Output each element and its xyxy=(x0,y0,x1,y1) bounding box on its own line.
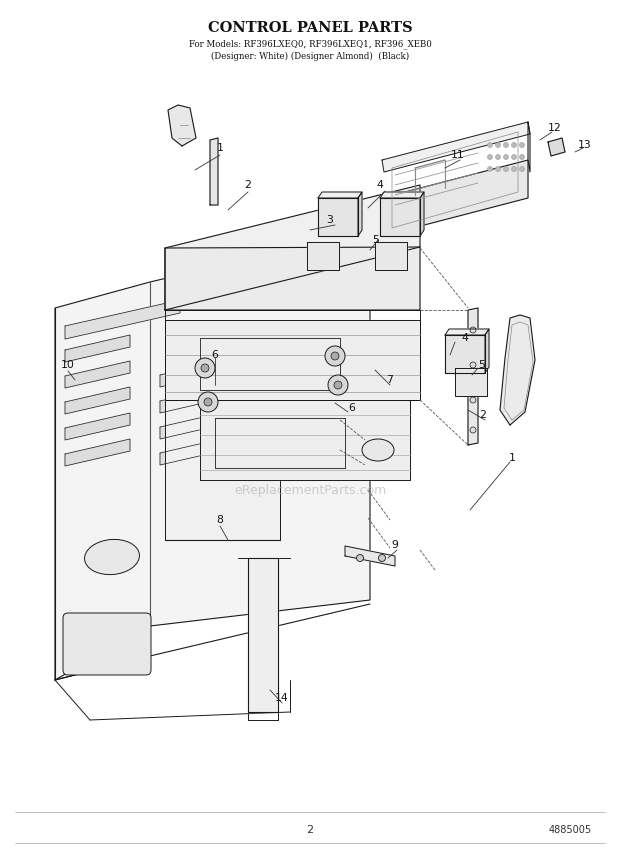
Text: eReplacementParts.com: eReplacementParts.com xyxy=(234,484,386,496)
Circle shape xyxy=(520,142,525,147)
Polygon shape xyxy=(65,387,130,414)
Polygon shape xyxy=(210,138,218,205)
Circle shape xyxy=(356,555,363,562)
Text: 13: 13 xyxy=(578,140,592,150)
Text: 2: 2 xyxy=(306,825,314,835)
Text: CONTROL PANEL PARTS: CONTROL PANEL PARTS xyxy=(208,21,412,35)
Polygon shape xyxy=(528,122,530,172)
Circle shape xyxy=(334,381,342,389)
Text: 5: 5 xyxy=(373,235,379,245)
Circle shape xyxy=(470,427,476,433)
Polygon shape xyxy=(65,413,130,440)
Polygon shape xyxy=(65,335,130,362)
Polygon shape xyxy=(160,352,260,387)
Circle shape xyxy=(325,346,345,366)
Circle shape xyxy=(495,142,500,147)
Polygon shape xyxy=(445,329,489,335)
Polygon shape xyxy=(160,378,260,413)
Polygon shape xyxy=(382,160,528,236)
Polygon shape xyxy=(382,122,530,172)
Circle shape xyxy=(201,364,209,372)
Circle shape xyxy=(520,167,525,171)
Circle shape xyxy=(503,142,508,147)
Polygon shape xyxy=(345,546,395,566)
Polygon shape xyxy=(318,192,362,198)
Polygon shape xyxy=(65,439,130,466)
Circle shape xyxy=(470,362,476,368)
Polygon shape xyxy=(165,247,420,310)
Text: 2: 2 xyxy=(244,180,252,190)
Polygon shape xyxy=(165,320,420,400)
Text: 6: 6 xyxy=(211,350,218,360)
Polygon shape xyxy=(165,185,420,310)
Circle shape xyxy=(470,327,476,333)
Text: 7: 7 xyxy=(386,375,394,385)
Polygon shape xyxy=(420,192,424,236)
Polygon shape xyxy=(160,404,260,439)
Circle shape xyxy=(195,358,215,378)
Polygon shape xyxy=(455,368,487,396)
Circle shape xyxy=(470,397,476,403)
Circle shape xyxy=(487,154,492,159)
Text: 2: 2 xyxy=(479,410,487,420)
Polygon shape xyxy=(307,242,339,270)
Polygon shape xyxy=(548,138,565,156)
Text: 6: 6 xyxy=(348,403,355,413)
Text: 5: 5 xyxy=(479,360,485,370)
Text: 11: 11 xyxy=(451,150,465,160)
Text: 8: 8 xyxy=(216,515,223,525)
Circle shape xyxy=(328,375,348,395)
Polygon shape xyxy=(358,192,362,236)
Circle shape xyxy=(198,392,218,412)
Circle shape xyxy=(503,154,508,159)
Circle shape xyxy=(487,142,492,147)
Text: 1: 1 xyxy=(216,143,223,153)
Polygon shape xyxy=(468,308,478,445)
Polygon shape xyxy=(65,300,180,339)
Polygon shape xyxy=(500,315,535,425)
FancyBboxPatch shape xyxy=(63,613,151,675)
Polygon shape xyxy=(375,242,407,270)
Polygon shape xyxy=(380,192,424,198)
Polygon shape xyxy=(165,400,280,540)
Circle shape xyxy=(495,154,500,159)
Polygon shape xyxy=(55,230,370,680)
Circle shape xyxy=(520,154,525,159)
Text: 9: 9 xyxy=(392,540,399,550)
Text: 14: 14 xyxy=(275,693,289,703)
Text: 4885005: 4885005 xyxy=(549,825,591,835)
Circle shape xyxy=(204,398,212,406)
Ellipse shape xyxy=(362,439,394,461)
Circle shape xyxy=(331,352,339,360)
Polygon shape xyxy=(160,430,260,465)
Polygon shape xyxy=(318,198,358,236)
Text: 10: 10 xyxy=(61,360,75,370)
Polygon shape xyxy=(168,105,196,146)
Polygon shape xyxy=(445,335,485,373)
Text: 4: 4 xyxy=(376,180,383,190)
Polygon shape xyxy=(380,198,420,236)
Polygon shape xyxy=(200,400,410,480)
Circle shape xyxy=(487,167,492,171)
Text: 4: 4 xyxy=(461,333,469,343)
Circle shape xyxy=(512,142,516,147)
Ellipse shape xyxy=(84,539,140,574)
Circle shape xyxy=(495,167,500,171)
Polygon shape xyxy=(248,558,278,712)
Circle shape xyxy=(512,154,516,159)
Circle shape xyxy=(378,555,386,562)
Circle shape xyxy=(503,167,508,171)
Text: (Designer: White) (Designer Almond)  (Black): (Designer: White) (Designer Almond) (Bla… xyxy=(211,51,409,61)
Text: 3: 3 xyxy=(327,215,334,225)
Text: For Models: RF396LXEQ0, RF396LXEQ1, RF396_XEB0: For Models: RF396LXEQ0, RF396LXEQ1, RF39… xyxy=(188,39,432,49)
Polygon shape xyxy=(65,361,130,388)
Text: 1: 1 xyxy=(508,453,515,463)
Polygon shape xyxy=(485,329,489,373)
Circle shape xyxy=(512,167,516,171)
Text: 12: 12 xyxy=(548,123,562,133)
